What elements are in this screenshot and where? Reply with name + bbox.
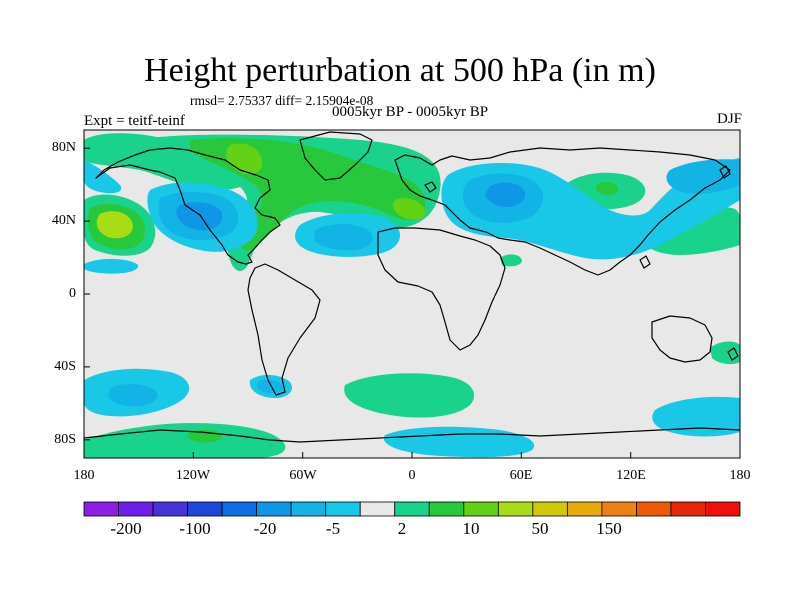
lat-label-80s: 80S: [54, 432, 76, 447]
lat-label-40s: 40S: [54, 359, 76, 374]
experiment-label: Expt = teitf-teinf: [84, 113, 185, 129]
colorbar-label: 2: [397, 519, 407, 538]
colorbar-swatch: [670, 501, 706, 517]
colorbar-swatch: [83, 501, 119, 517]
colorbar-swatch: [359, 501, 396, 517]
lon-label-120e: 120E: [616, 468, 646, 483]
colorbar-swatch: [221, 501, 258, 517]
colorbar-swatch: [601, 501, 637, 517]
lon-label-60e: 60E: [509, 468, 533, 483]
lat-label-40n: 40N: [51, 213, 76, 228]
lon-label-0: 0: [408, 468, 416, 483]
colorbar-swatch: [636, 501, 672, 517]
colorbar-swatch: [118, 501, 154, 517]
colorbar-label: -20: [253, 519, 277, 538]
map-frame: [83, 129, 741, 459]
rmsd-stats: rmsd= 2.75337 diff= 2.15904e-08: [190, 93, 374, 108]
colorbar-swatch: [394, 501, 430, 517]
map-title: Height perturbation at 500 hPa (in m): [144, 52, 656, 89]
positive-anomaly-regions: [84, 133, 740, 458]
colorbar-label: 10: [462, 519, 480, 538]
lon-label-120w: 120W: [175, 468, 211, 483]
colorbar-swatch: [290, 501, 327, 517]
negative-anomaly-regions: [84, 158, 740, 458]
colorbar-label: 150: [596, 519, 622, 538]
colorbar-swatch: [497, 501, 534, 517]
colorbar-label: -200: [110, 519, 142, 538]
colorbar-label: -100: [179, 519, 211, 538]
colorbar-swatch: [566, 501, 603, 517]
period-label: 0005kyr BP - 0005kyr BP: [331, 104, 489, 120]
lon-label-180w: 180: [73, 468, 95, 483]
lat-label-80n: 80N: [51, 140, 76, 155]
colorbar-swatch: [705, 501, 741, 517]
colorbar-label: 50: [531, 519, 549, 538]
lon-label-180e: 180: [729, 468, 751, 483]
colorbar-swatch: [463, 501, 499, 517]
lon-label-60w: 60W: [289, 468, 317, 483]
season-label: DJF: [716, 111, 742, 127]
lat-label-0: 0: [69, 286, 76, 301]
colorbar: [83, 501, 741, 517]
coastlines: [84, 131, 740, 443]
colorbar-swatch: [256, 501, 292, 517]
colorbar-swatch: [532, 501, 568, 517]
colorbar-swatch: [187, 501, 223, 517]
colorbar-label: -5: [325, 519, 341, 538]
colorbar-swatch: [428, 501, 465, 517]
graticule-ticks: [84, 147, 632, 458]
colorbar-swatch: [325, 501, 361, 517]
colorbar-swatch: [152, 501, 188, 517]
